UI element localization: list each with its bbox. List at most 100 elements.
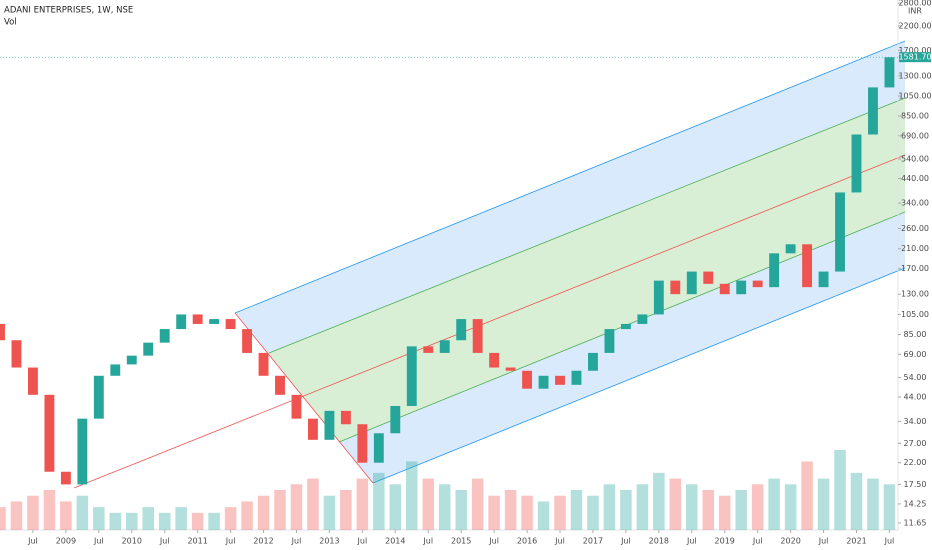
candle-body: [258, 352, 269, 376]
volume-bar: [537, 501, 550, 530]
x-tick-label: Jul: [291, 537, 302, 546]
candle-body: [719, 283, 730, 295]
x-tick-label: 2015: [451, 537, 471, 546]
volume-bar: [554, 495, 566, 530]
volume-bar: [76, 495, 89, 530]
y-tick-label: 14.25: [904, 499, 927, 508]
x-tick-label: Jul: [422, 537, 433, 546]
volume-bar: [768, 478, 780, 530]
y-tick-label: 27.00: [904, 439, 927, 448]
candle-body: [571, 370, 582, 385]
x-tick-label: 2019: [715, 537, 735, 546]
volume-bar: [27, 495, 39, 530]
candle-body: [670, 280, 681, 295]
candle-body: [505, 367, 516, 371]
volume-bar: [340, 490, 352, 530]
volume-bar: [686, 484, 698, 530]
volume-bar: [504, 490, 517, 530]
candle-body: [851, 134, 862, 193]
x-tick-label: Jul: [554, 537, 565, 546]
x-tick-label: 2014: [385, 537, 405, 546]
candle-body: [472, 319, 483, 353]
candle-body: [390, 405, 401, 434]
pitchfork-base: [234, 312, 374, 484]
volume-bar: [290, 484, 303, 530]
candle-body: [340, 410, 351, 425]
candle-body: [538, 375, 549, 389]
candle-body: [60, 471, 71, 485]
candle-body: [209, 319, 220, 324]
volume-bar: [142, 507, 155, 530]
channel-inner: [269, 98, 905, 442]
volume-bar: [126, 512, 138, 530]
candle-body: [752, 280, 763, 288]
x-tick-label: 2020: [780, 537, 800, 546]
volume-bar: [307, 478, 319, 530]
candle-body: [77, 418, 88, 485]
candle-body: [110, 364, 121, 376]
volume-bar: [570, 490, 583, 530]
y-tick-label: 690.00: [901, 131, 929, 140]
candle-body: [637, 314, 648, 324]
volume-bar: [257, 495, 270, 530]
volume-bar: [241, 501, 253, 530]
last-price-box: [899, 52, 931, 63]
y-tick-label: 69.00: [904, 350, 927, 359]
volume-bar: [175, 507, 187, 530]
volume-bar: [834, 450, 846, 530]
candle-body: [0, 323, 5, 341]
volume-bar: [702, 490, 715, 530]
y-tick-label: 22.00: [904, 458, 927, 467]
x-tick-label: 2011: [187, 537, 207, 546]
y-tick-label: 340.00: [901, 198, 929, 207]
candle-body: [439, 340, 450, 353]
x-tick-label: 2013: [319, 537, 339, 546]
candle-body: [785, 244, 796, 254]
y-tick-label: 44.00: [904, 392, 927, 401]
candle-body: [604, 329, 615, 353]
candle-body: [373, 433, 384, 463]
y-tick-label: 2200.00: [898, 21, 931, 30]
volume-bar: [373, 472, 385, 530]
x-tick-label: Jul: [27, 537, 38, 546]
volume-bar: [0, 507, 6, 530]
volume-bar: [471, 478, 484, 530]
candle-body: [176, 314, 187, 330]
y-tick-label: 210.00: [901, 244, 929, 253]
x-tick-label: Jul: [488, 537, 499, 546]
volume-bar: [10, 501, 23, 530]
candle-body: [242, 329, 253, 353]
volume-bar: [158, 512, 171, 530]
candle-body: [489, 352, 500, 368]
pitchfork-line: [234, 40, 906, 314]
volume-bar: [389, 484, 402, 530]
y-tick-label: 105.00: [901, 310, 929, 319]
candle-body: [192, 314, 203, 324]
volume-bar: [620, 490, 632, 530]
volume-bar: [60, 501, 72, 530]
pitchfork: [73, 40, 906, 489]
y-tick-label: 17.50: [904, 480, 927, 489]
candle-body: [28, 367, 38, 395]
volume-bar: [636, 484, 649, 530]
volume-bar: [784, 484, 797, 530]
y-tick-label: 170.00: [901, 264, 929, 273]
y-tick-label: 440.00: [901, 174, 929, 183]
x-tick-label: Jul: [686, 537, 697, 546]
candle-body: [93, 375, 104, 419]
volume-bar: [438, 484, 451, 530]
chart-title: ADANI ENTERPRISES, 1W, NSE: [4, 6, 133, 16]
volume-bar: [43, 490, 56, 530]
y-tick-label: 34.00: [904, 417, 927, 426]
volume-bar: [109, 512, 122, 530]
volume-bar: [191, 512, 204, 530]
volume-bar: [751, 484, 764, 530]
x-tick-label: 2017: [583, 537, 603, 546]
volume-bar: [850, 472, 863, 530]
y-tick-label: 260.00: [901, 224, 929, 233]
volume-bar: [817, 478, 830, 530]
volume-bar: [488, 495, 500, 530]
volume-bar: [653, 472, 665, 530]
volume-bar: [93, 507, 105, 530]
